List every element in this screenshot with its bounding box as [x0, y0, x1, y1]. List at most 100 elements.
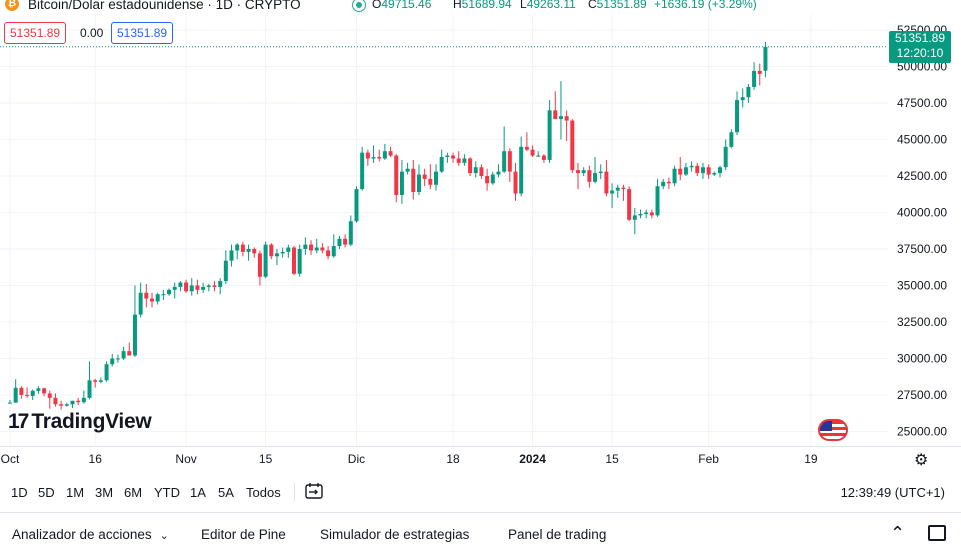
candle-body — [93, 380, 98, 382]
timezone-clock[interactable]: 12:39:49 (UTC+1) — [840, 485, 945, 500]
candle-body — [36, 388, 41, 391]
market-status-icon[interactable] — [352, 0, 366, 12]
candle-body — [297, 248, 302, 274]
candle-body — [337, 238, 342, 247]
candle-body — [445, 155, 450, 158]
candle-body — [320, 247, 325, 251]
candle-body — [331, 246, 336, 257]
candle-body — [644, 212, 649, 214]
candle-body — [274, 253, 279, 257]
candle-body — [172, 286, 177, 290]
timeframe-1d[interactable]: 1D — [11, 485, 28, 500]
candle-body — [303, 244, 308, 249]
tradingview-logo[interactable]: 17 TradingView — [8, 410, 152, 433]
candle-body — [263, 244, 268, 277]
candle-body — [490, 174, 495, 184]
candle-body — [115, 358, 120, 360]
candle-body — [558, 116, 563, 120]
timeframe-3m[interactable]: 3M — [95, 485, 114, 500]
chevron-up-icon[interactable]: ⌃ — [890, 523, 906, 543]
candle-body — [428, 178, 433, 185]
candle-body — [42, 388, 47, 394]
timeframe-ytd[interactable]: YTD — [154, 485, 180, 500]
candle-body — [507, 151, 512, 172]
candle-body — [570, 120, 575, 171]
tab-pine-editor[interactable]: Editor de Pine — [201, 527, 286, 542]
candle-body — [195, 285, 200, 290]
x-tick-label: 15 — [259, 452, 273, 466]
timeframe-6m[interactable]: 6M — [124, 485, 143, 500]
candle-body — [59, 404, 64, 406]
candle-body — [348, 221, 353, 245]
y-tick-label: 37500.00 — [897, 242, 947, 256]
candle-body — [655, 186, 660, 216]
us-flag-icon[interactable] — [818, 419, 848, 441]
candle-body — [530, 149, 535, 156]
toolbar-divider — [294, 483, 295, 501]
candle-body — [246, 248, 251, 252]
ohlc-open: O49715.46 — [372, 0, 432, 11]
ohlc-change: +1636.19 (+3.29%) — [654, 0, 757, 11]
x-tick-label: 15 — [605, 452, 619, 466]
tab-trading-panel[interactable]: Panel de trading — [508, 527, 607, 542]
candle-body — [201, 286, 206, 290]
candle-body — [70, 400, 75, 405]
x-tick-label: Feb — [698, 452, 719, 466]
candle-body — [553, 110, 558, 120]
candle-body — [292, 247, 296, 274]
candle-body — [729, 132, 734, 147]
x-tick-label: Nov — [175, 452, 196, 466]
candle-body — [309, 244, 314, 251]
y-tick-label: 47500.00 — [897, 96, 947, 110]
bottom-panel-tabs: Analizador de acciones ⌄ Editor de Pine S… — [0, 512, 961, 543]
symbol-title[interactable]: Bitcoin/Dolar estadounidense · 1D · CRYP… — [28, 0, 301, 12]
timeframe-todos[interactable]: Todos — [246, 485, 281, 500]
x-tick-label: Dic — [348, 452, 365, 466]
candle-body — [416, 174, 421, 193]
last-price-value: 51351.89 — [894, 31, 946, 45]
candle-body — [462, 158, 467, 163]
candle-body — [314, 247, 319, 251]
candle-body — [19, 387, 24, 395]
candle-body — [53, 397, 58, 405]
tab-stock-screener[interactable]: Analizador de acciones ⌄ — [12, 527, 169, 542]
candle-body — [485, 176, 490, 184]
candle-body — [718, 167, 722, 174]
candle-body — [763, 46, 768, 71]
candle-body — [496, 171, 501, 175]
candle-body — [468, 158, 473, 174]
ohlc-high: H51689.94 — [453, 0, 512, 11]
candle-body — [627, 189, 632, 220]
candle-body — [212, 285, 217, 287]
candle-body — [695, 165, 700, 174]
tab-strategy-tester[interactable]: Simulador de estrategias — [320, 527, 470, 542]
candle-body — [564, 116, 569, 121]
sell-price-button[interactable]: 51351.89 — [4, 22, 67, 44]
candle-body — [757, 70, 762, 74]
candle-body — [184, 282, 189, 292]
price-chart[interactable]: 52500.0050000.0047500.0045000.0042500.00… — [0, 0, 961, 476]
candle-body — [598, 171, 603, 174]
x-tick-label: 16 — [89, 452, 103, 466]
candle-body — [280, 251, 285, 254]
timeframe-1m[interactable]: 1M — [66, 485, 85, 500]
timeframe-5d[interactable]: 5D — [38, 485, 55, 500]
candle-body — [25, 394, 30, 396]
candle-body — [666, 181, 671, 184]
y-tick-label: 42500.00 — [897, 169, 947, 183]
candle-body — [689, 165, 694, 168]
candle-body — [638, 213, 643, 216]
buy-price-button[interactable]: 51351.89 — [111, 22, 174, 44]
gear-icon[interactable]: ⚙ — [914, 452, 929, 469]
candle-body — [678, 168, 683, 175]
y-tick-label: 25000.00 — [897, 424, 947, 438]
timeframe-5a[interactable]: 5A — [218, 485, 234, 500]
candle-body — [541, 155, 546, 160]
y-tick-label: 27500.00 — [897, 388, 947, 402]
bottom-toolbar: 1D 5D 1M 3M 6M YTD 1A 5A Todos 12:39:49 … — [0, 476, 961, 508]
maximize-icon[interactable] — [928, 525, 946, 541]
candle-body — [683, 167, 688, 175]
date-range-icon[interactable] — [305, 482, 323, 499]
candle-body — [8, 402, 12, 404]
timeframe-1a[interactable]: 1A — [190, 485, 206, 500]
